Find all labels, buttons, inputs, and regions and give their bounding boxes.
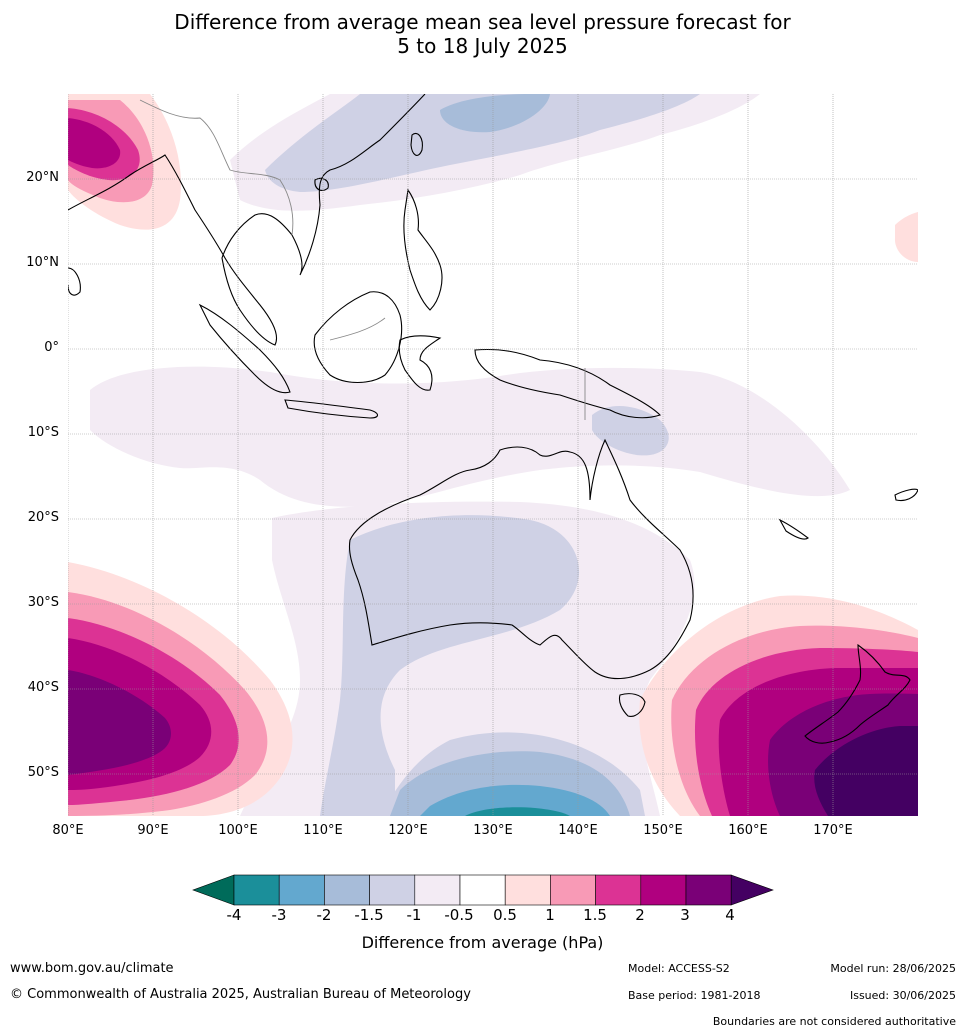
colorbar-swatch	[595, 874, 642, 906]
anomaly-field	[68, 94, 918, 816]
coastlines	[68, 94, 918, 744]
copyright-text: © Commonwealth of Australia 2025, Austra…	[10, 987, 471, 1002]
anomaly-region-southern-minus-two	[420, 784, 610, 816]
base-period-label: Base period: 1981-2018	[628, 989, 761, 1002]
colorbar	[192, 874, 774, 906]
lon-label-160e: 160°E	[728, 823, 768, 838]
title-line-2: 5 to 18 July 2025	[397, 34, 568, 58]
colorbar-swatch	[640, 874, 687, 906]
colorbar-swatch	[414, 874, 461, 906]
colorbar-tick-label: 3	[680, 906, 690, 924]
anomaly-region-tasman-four	[814, 726, 918, 816]
colorbar-swatch	[278, 874, 325, 906]
borneo-coastline	[313, 291, 403, 384]
anomaly-region-bengal-two	[68, 118, 121, 169]
hainan-coastline	[314, 177, 329, 191]
borneo-border	[329, 317, 386, 341]
lon-label-150e: 150°E	[643, 823, 683, 838]
lon-label-120e: 120°E	[388, 823, 428, 838]
anomaly-region-coral-sea-minus-one	[592, 405, 669, 456]
colorbar-tick-label: -2	[316, 906, 332, 924]
lat-label-20n: 20°N	[26, 170, 59, 185]
lat-label-10n: 10°N	[26, 255, 59, 270]
anomaly-region-southern-minus-three	[465, 807, 570, 816]
colorbar-tick-label: -1	[406, 906, 422, 924]
colorbar-swatch	[550, 874, 596, 906]
website-link[interactable]: www.bom.gov.au/climate	[10, 961, 174, 976]
colorbar-tick-label: -4	[226, 906, 242, 924]
lat-label-0: 0°	[44, 340, 59, 355]
indochina-borders	[139, 99, 294, 236]
new-zealand-coastline	[804, 643, 911, 744]
anomaly-region-southern-minus-one	[320, 515, 645, 816]
taiwan-coastline	[410, 132, 423, 156]
colorbar-tick-label: -3	[271, 906, 287, 924]
model-run-label: Model run: 28/06/2025	[830, 962, 956, 975]
colorbar-tick-label: -1.5	[354, 906, 384, 924]
colorbar-tick-label: 2	[635, 906, 645, 924]
colorbar-swatch	[369, 874, 416, 906]
lon-label-140e: 140°E	[558, 823, 598, 838]
colorbar-tick-label: -0.5	[444, 906, 474, 924]
issued-label: Issued: 30/06/2025	[849, 989, 956, 1002]
colorbar-tick-label: 1.5	[583, 906, 607, 924]
model-label: Model: ACCESS-S2	[628, 962, 730, 975]
lon-label-100e: 100°E	[218, 823, 258, 838]
philippines-coastline	[403, 188, 443, 311]
sumatra-coastline	[198, 303, 291, 394]
colorbar-title: Difference from average (hPa)	[361, 933, 604, 952]
anomaly-region-pacific-east-half	[894, 212, 918, 262]
lat-label-20s: 20°S	[27, 510, 59, 525]
fiji-coastline	[894, 488, 918, 502]
anomaly-region-north-minus-one-half	[440, 94, 550, 133]
colorbar-swatch	[504, 874, 551, 906]
lat-label-50s: 50°S	[27, 765, 59, 780]
lon-label-90e: 90°E	[137, 823, 169, 838]
australia-coastline	[348, 438, 694, 680]
lon-label-110e: 110°E	[303, 823, 343, 838]
gridlines	[68, 94, 918, 816]
colorbar-extend-low	[192, 874, 235, 906]
anomaly-region-sw-three	[68, 670, 172, 775]
colorbar-tick-label: 0.5	[493, 906, 517, 924]
lat-label-10s: 10°S	[27, 425, 59, 440]
colorbar-tick-label: 4	[725, 906, 735, 924]
colorbar-swatch	[324, 874, 370, 906]
lon-label-80e: 80°E	[52, 823, 84, 838]
new-guinea-coastline	[474, 348, 662, 419]
colorbar-extend-high	[730, 874, 774, 906]
colorbar-swatch	[459, 874, 506, 906]
lat-label-40s: 40°S	[27, 680, 59, 695]
anomaly-region-north-minus-one	[265, 94, 700, 192]
java-coastline	[284, 399, 379, 419]
tasmania-coastline	[618, 693, 646, 717]
colorbar-swatch	[685, 874, 732, 906]
lon-label-170e: 170°E	[813, 823, 853, 838]
title-line-1: Difference from average mean sea level p…	[174, 10, 791, 34]
sri-lanka-coastline	[68, 267, 81, 296]
country-borders	[139, 99, 586, 420]
lon-label-130e: 130°E	[473, 823, 513, 838]
colorbar-swatch	[233, 874, 280, 906]
asia-coastline	[68, 94, 426, 346]
lat-label-30s: 30°S	[27, 595, 59, 610]
new-caledonia-coastline	[778, 518, 809, 540]
map-title: Difference from average mean sea level p…	[0, 10, 965, 58]
sulawesi-coastline	[398, 335, 442, 391]
disclaimer-text: Boundaries are not considered authoritat…	[712, 1015, 956, 1028]
anomaly-region-tropical-minus-half	[90, 366, 850, 507]
colorbar-tick-label: 1	[545, 906, 555, 924]
